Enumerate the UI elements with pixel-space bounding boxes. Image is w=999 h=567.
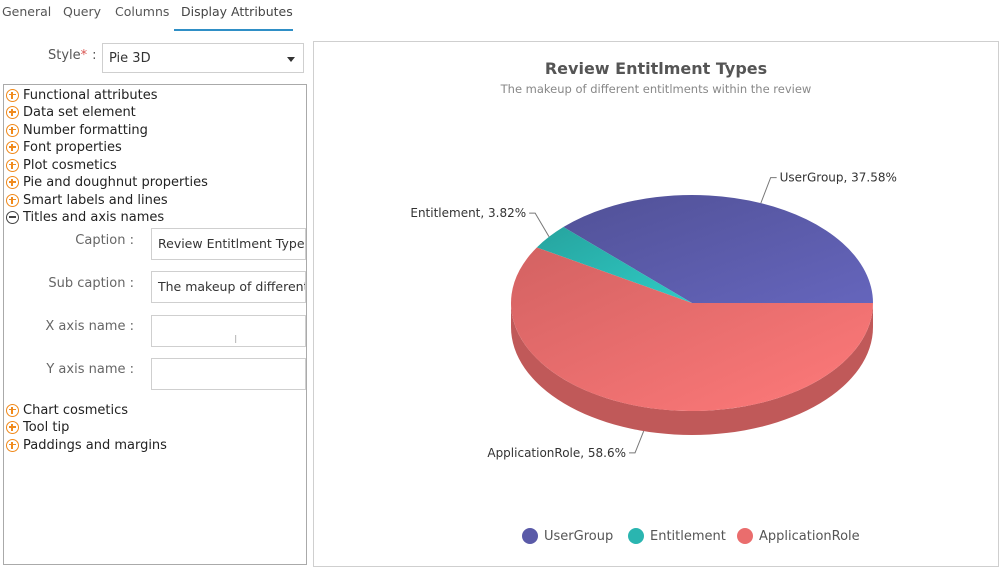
pie-slice-applicationrole[interactable]	[511, 247, 873, 411]
section-label: Font properties	[23, 140, 122, 155]
active-tab-indicator	[174, 29, 293, 31]
tab-bar: General Query Columns Display Attributes	[0, 0, 999, 32]
x-axis-name-input[interactable]	[151, 315, 306, 347]
expand-icon[interactable]	[6, 141, 19, 154]
pie-slice-entitlement[interactable]	[536, 227, 692, 303]
properties-panel: Functional attributes Data set element Num…	[3, 84, 307, 565]
section-data-set-element[interactable]: Data set element	[6, 104, 136, 122]
section-label: Chart cosmetics	[23, 402, 129, 418]
data-label-applicationrole: ApplicationRole, 58.6%	[487, 446, 626, 460]
legend-label: Entitlement	[650, 528, 726, 544]
expand-icon[interactable]	[6, 158, 19, 172]
legend-item-usergroup[interactable]: UserGroup	[522, 528, 613, 544]
tab-columns[interactable]: Columns	[115, 4, 170, 19]
caption-input[interactable]: Review Entitlment Types	[151, 228, 306, 260]
section-label: Pie and doughnut properties	[23, 175, 208, 190]
section-label: Plot cosmetics	[23, 157, 117, 173]
legend-marker	[737, 528, 753, 544]
pie-chart: UserGroup, 37.58% Entitlement, 3.82% Appli…	[410, 171, 897, 460]
section-smart-labels-and-lines[interactable]: Smart labels and lines	[6, 191, 168, 209]
style-label-colon: :	[92, 48, 97, 63]
leader-line	[629, 430, 645, 454]
tab-display-attributes[interactable]: Display Attributes	[181, 4, 293, 19]
data-label-entitlement: Entitlement, 3.82%	[410, 206, 526, 220]
style-label: Style*:	[48, 48, 97, 63]
section-plot-cosmetics[interactable]: Plot cosmetics	[6, 156, 117, 174]
required-mark: *	[80, 48, 88, 63]
tab-general[interactable]: General	[2, 4, 52, 19]
expand-icon[interactable]	[6, 403, 19, 417]
expand-icon[interactable]	[6, 193, 19, 207]
section-label: Number formatting	[23, 122, 148, 138]
expand-icon[interactable]	[6, 438, 19, 452]
legend-marker	[628, 528, 644, 544]
tab-query[interactable]: Query	[63, 4, 101, 19]
section-label: Smart labels and lines	[23, 192, 168, 208]
section-titles-and-axis-names[interactable]: Titles and axis names	[6, 209, 164, 227]
expand-icon[interactable]	[6, 88, 19, 102]
section-label: Tool tip	[23, 420, 70, 435]
section-label: Functional attributes	[23, 87, 158, 103]
pie-side-applicationrole	[511, 303, 873, 435]
section-label: Data set element	[23, 105, 136, 120]
style-select[interactable]: Pie 3D	[102, 43, 304, 73]
section-paddings-and-margins[interactable]: Paddings and margins	[6, 436, 167, 454]
section-functional-attributes[interactable]: Functional attributes	[6, 86, 157, 104]
section-tool-tip[interactable]: Tool tip	[6, 419, 69, 437]
y-axis-name-label: Y axis name :	[46, 362, 134, 377]
pie-slice-usergroup[interactable]	[563, 195, 874, 303]
chart-title: Review Entitlment Types	[544, 59, 768, 78]
section-pie-and-doughnut-properties[interactable]: Pie and doughnut properties	[6, 174, 208, 192]
section-label: Titles and axis names	[23, 210, 165, 225]
subcaption-label: Sub caption :	[48, 276, 134, 291]
style-select-value: Pie 3D	[109, 50, 151, 66]
section-label: Paddings and margins	[23, 437, 167, 453]
section-number-formatting[interactable]: Number formatting	[6, 121, 148, 139]
section-font-properties[interactable]: Font properties	[6, 139, 122, 157]
style-label-text: Style	[48, 48, 81, 63]
leader-line	[529, 212, 550, 238]
x-axis-name-label: X axis name :	[45, 319, 134, 334]
y-axis-name-input[interactable]	[151, 358, 306, 390]
chart-panel: Review Entitlment Types The makeup of di…	[313, 41, 999, 567]
legend-item-entitlement[interactable]: Entitlement	[628, 528, 726, 544]
legend-marker	[522, 528, 538, 544]
chart-subtitle: The makeup of different entitlments with…	[500, 82, 812, 96]
caption-label: Caption :	[75, 233, 134, 248]
legend-item-applicationrole[interactable]: ApplicationRole	[737, 528, 860, 544]
data-label-usergroup: UserGroup, 37.58%	[780, 171, 897, 185]
leader-line	[760, 177, 777, 204]
chevron-down-icon	[287, 57, 295, 62]
legend-label: ApplicationRole	[759, 528, 860, 544]
expand-icon[interactable]	[6, 106, 19, 119]
legend-label: UserGroup	[544, 528, 614, 544]
chart-legend: UserGroup Entitlement ApplicationRole	[314, 528, 998, 548]
expand-icon[interactable]	[6, 176, 19, 189]
section-chart-cosmetics[interactable]: Chart cosmetics	[6, 401, 128, 419]
subcaption-input[interactable]: The makeup of different entitlments with…	[151, 271, 306, 303]
expand-icon[interactable]	[6, 123, 19, 137]
expand-icon[interactable]	[6, 421, 19, 434]
text-cursor-icon: I	[234, 333, 238, 346]
collapse-icon[interactable]	[6, 211, 19, 224]
